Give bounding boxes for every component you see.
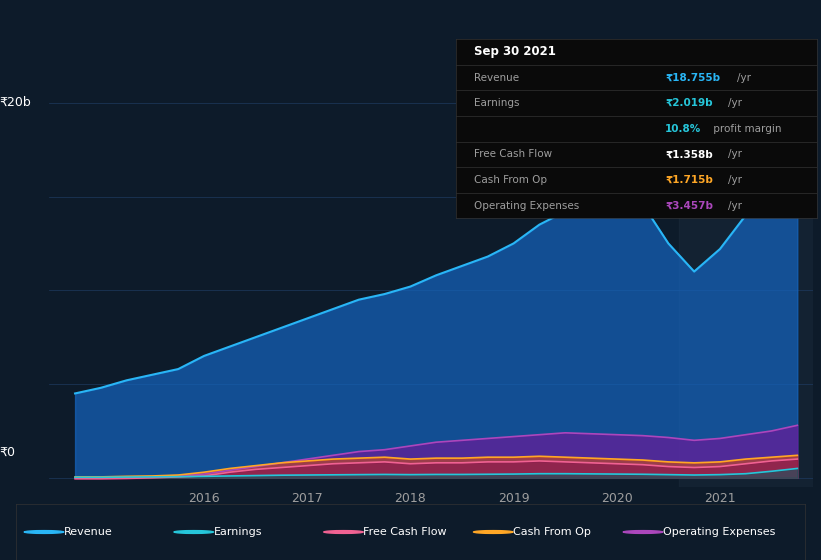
Text: ₹20b: ₹20b xyxy=(0,96,31,109)
Text: Revenue: Revenue xyxy=(64,527,112,537)
Circle shape xyxy=(25,531,64,533)
Circle shape xyxy=(323,531,363,533)
Text: /yr: /yr xyxy=(728,98,742,108)
Circle shape xyxy=(623,531,663,533)
Text: /yr: /yr xyxy=(728,175,742,185)
Text: /yr: /yr xyxy=(737,73,751,82)
Text: Free Cash Flow: Free Cash Flow xyxy=(363,527,447,537)
Text: ₹1.358b: ₹1.358b xyxy=(665,150,713,160)
Text: 10.8%: 10.8% xyxy=(665,124,701,134)
Text: /yr: /yr xyxy=(728,150,742,160)
Text: Earnings: Earnings xyxy=(213,527,262,537)
Bar xyxy=(679,84,813,487)
Text: ₹3.457b: ₹3.457b xyxy=(665,200,713,211)
Circle shape xyxy=(174,531,213,533)
Text: ₹2.019b: ₹2.019b xyxy=(665,98,713,108)
Text: Operating Expenses: Operating Expenses xyxy=(663,527,775,537)
Circle shape xyxy=(474,531,513,533)
Text: Sep 30 2021: Sep 30 2021 xyxy=(474,45,556,58)
Text: profit margin: profit margin xyxy=(710,124,782,134)
Text: ₹0: ₹0 xyxy=(0,446,16,459)
Text: Free Cash Flow: Free Cash Flow xyxy=(474,150,552,160)
Text: Cash From Op: Cash From Op xyxy=(474,175,547,185)
Text: Operating Expenses: Operating Expenses xyxy=(474,200,579,211)
Text: ₹1.715b: ₹1.715b xyxy=(665,175,713,185)
Text: Revenue: Revenue xyxy=(474,73,519,82)
Text: /yr: /yr xyxy=(728,200,742,211)
Text: Earnings: Earnings xyxy=(474,98,519,108)
Text: ₹18.755b: ₹18.755b xyxy=(665,73,720,82)
Text: Cash From Op: Cash From Op xyxy=(513,527,591,537)
